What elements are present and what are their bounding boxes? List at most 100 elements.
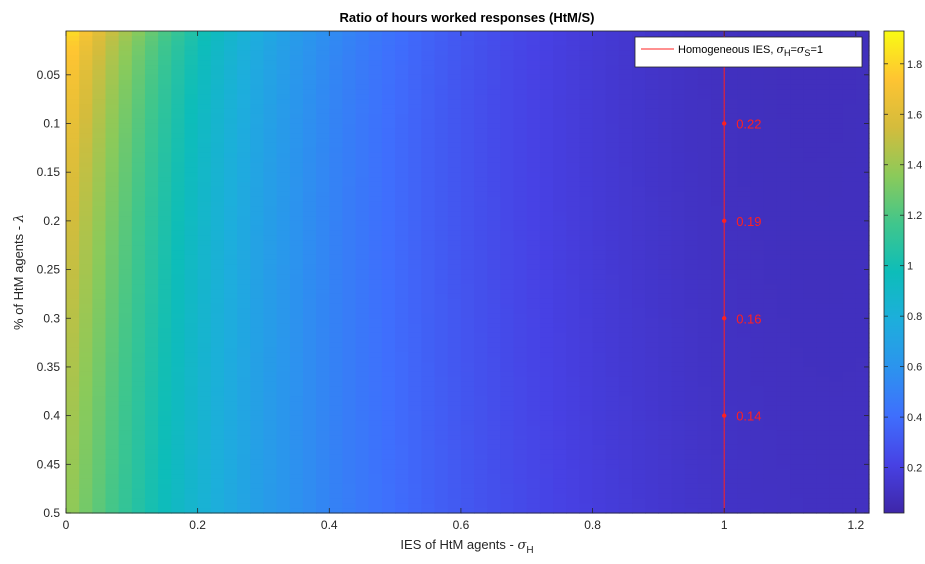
heatmap-cell: [158, 94, 172, 100]
heatmap-cell: [816, 327, 831, 334]
heatmap-cell: [316, 401, 330, 407]
heatmap-cell: [447, 279, 462, 285]
heatmap-cell: [645, 74, 659, 81]
heatmap-cell: [329, 332, 344, 339]
heatmap-cell: [526, 293, 541, 300]
heatmap-cell: [855, 381, 870, 388]
heatmap-cell: [316, 65, 330, 71]
heatmap-cell: [66, 225, 80, 232]
heatmap-cell: [605, 347, 620, 353]
heatmap-cell: [223, 55, 238, 61]
heatmap-cell: [632, 308, 646, 314]
heatmap-cell: [763, 396, 778, 402]
heatmap-cell: [263, 401, 278, 407]
heatmap-cell: [276, 94, 291, 100]
heatmap-cell: [460, 347, 475, 353]
heatmap-cell: [605, 313, 620, 319]
heatmap-cell: [342, 196, 357, 203]
heatmap-cell: [105, 371, 120, 378]
heatmap-cell: [368, 201, 383, 207]
heatmap-cell: [447, 332, 462, 339]
heatmap-cell: [605, 337, 620, 344]
heatmap-cell: [750, 133, 765, 139]
heatmap-cell: [513, 410, 528, 417]
heatmap-cell: [329, 167, 344, 173]
heatmap-cell: [724, 342, 738, 349]
heatmap-cell: [711, 89, 725, 95]
heatmap-cell: [474, 415, 488, 422]
heatmap-cell: [250, 308, 265, 314]
heatmap-cell: [421, 425, 436, 431]
heatmap-cell: [776, 162, 791, 168]
heatmap-cell: [842, 298, 857, 305]
heatmap-cell: [408, 425, 423, 431]
heatmap-cell: [395, 289, 409, 295]
heatmap-cell: [776, 89, 791, 95]
heatmap-cell: [750, 235, 765, 241]
heatmap-cell: [816, 303, 831, 310]
heatmap-cell: [790, 225, 804, 232]
heatmap-cell: [368, 332, 383, 339]
heatmap-cell: [724, 279, 738, 285]
heatmap-cell: [66, 274, 80, 280]
heatmap-cell: [342, 245, 357, 251]
heatmap-cell: [526, 386, 541, 392]
heatmap-cell: [158, 279, 172, 285]
heatmap-cell: [105, 327, 120, 334]
heatmap-cell: [526, 31, 541, 37]
heatmap-cell: [671, 99, 686, 105]
heatmap-cell: [79, 186, 93, 193]
heatmap-cell: [250, 108, 265, 115]
heatmap-cell: [421, 113, 436, 120]
heatmap-cell: [368, 89, 383, 95]
heatmap-cell: [329, 35, 344, 42]
heatmap-cell: [645, 245, 659, 251]
heatmap-cell: [237, 405, 251, 412]
heatmap-cell: [421, 65, 436, 71]
heatmap-cell: [131, 220, 146, 227]
heatmap-cell: [829, 225, 844, 232]
heatmap-cell: [395, 60, 409, 66]
heatmap-cell: [131, 352, 146, 358]
heatmap-cell: [79, 142, 93, 149]
heatmap-cell: [276, 177, 291, 183]
heatmap-cell: [855, 352, 870, 358]
heatmap-cell: [355, 147, 370, 154]
heatmap-cell: [421, 147, 436, 154]
heatmap-cell: [829, 381, 844, 388]
heatmap-cell: [526, 172, 541, 178]
heatmap-cell: [197, 74, 212, 81]
heatmap-cell: [66, 211, 80, 217]
heatmap-cell: [355, 371, 370, 378]
heatmap-cell: [684, 113, 699, 120]
heatmap-cell: [658, 420, 673, 426]
heatmap-cell: [697, 371, 712, 378]
heatmap-cell: [105, 259, 120, 266]
heatmap-cell: [566, 396, 580, 402]
heatmap-cell: [790, 235, 804, 241]
heatmap-cell: [776, 259, 791, 266]
heatmap-cell: [566, 108, 580, 115]
heatmap-cell: [684, 245, 699, 251]
heatmap-cell: [105, 337, 120, 344]
heatmap-cell: [381, 332, 396, 339]
heatmap-cell: [144, 186, 159, 193]
heatmap-cell: [158, 220, 172, 227]
heatmap-cell: [171, 303, 186, 310]
heatmap-cell: [131, 206, 146, 212]
heatmap-cell: [131, 65, 146, 71]
heatmap-cell: [329, 313, 344, 319]
heatmap-cell: [223, 118, 238, 125]
heatmap-cell: [144, 362, 159, 368]
heatmap-cell: [289, 401, 304, 407]
heatmap-cell: [408, 172, 423, 178]
heatmap-cell: [526, 401, 541, 407]
heatmap-cell: [737, 230, 752, 237]
heatmap-cell: [408, 45, 423, 52]
heatmap-cell: [474, 410, 488, 417]
heatmap-cell: [816, 138, 831, 144]
heatmap-cell: [711, 186, 725, 193]
heatmap-cell: [737, 118, 752, 125]
heatmap-cell: [816, 177, 831, 183]
heatmap-cell: [342, 142, 357, 149]
